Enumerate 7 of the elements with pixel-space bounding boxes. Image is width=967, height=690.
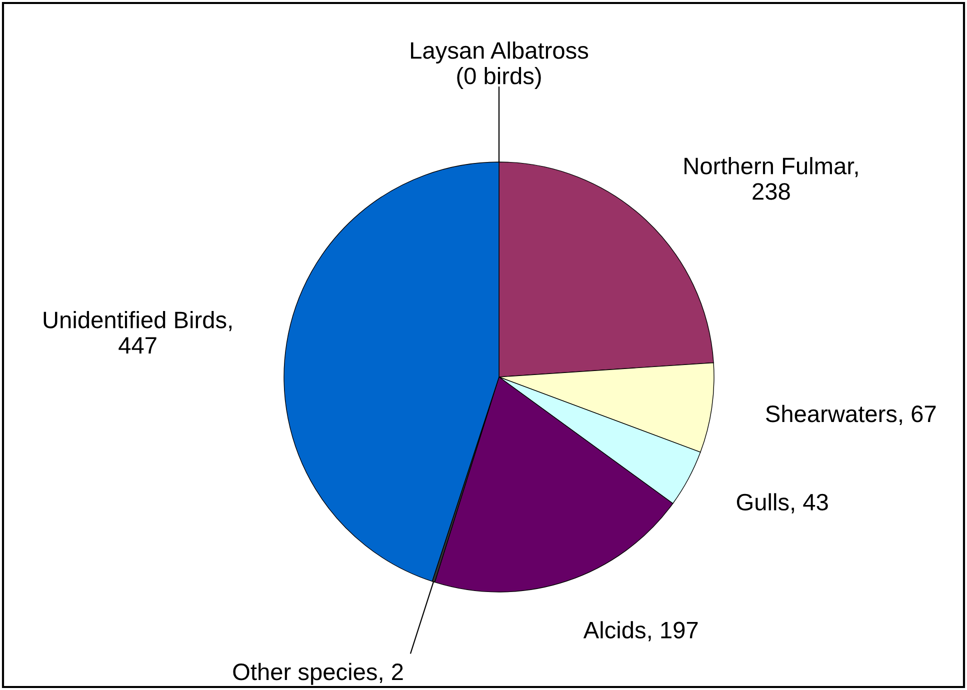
slice-label: Shearwaters, 67: [766, 404, 936, 426]
slice-label: Other species, 2: [233, 662, 403, 685]
slice-label: Gulls, 43: [736, 493, 828, 514]
slice-label: Northern Fulmar, 238: [684, 157, 858, 200]
slice-label: Unidentified Birds, 447: [44, 310, 232, 354]
slice-label: Alcids, 197: [583, 621, 698, 642]
category-label: Laysan Albatross (0 birds): [411, 42, 588, 89]
